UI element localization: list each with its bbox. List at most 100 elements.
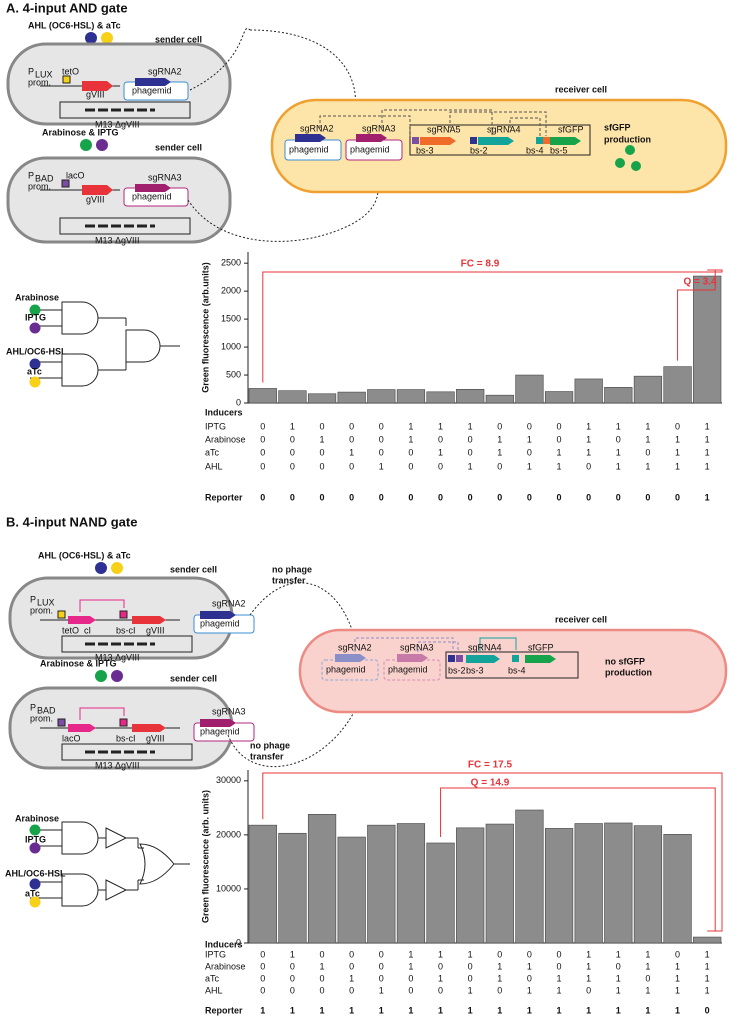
y-tick-label: 20000 xyxy=(216,829,241,839)
label: sgRNA3 xyxy=(362,123,396,133)
y-tick-label: 0 xyxy=(236,397,241,407)
reporter-value: 0 xyxy=(645,492,650,502)
y-axis-label: Green fluorescence (arb.units) xyxy=(200,262,210,393)
label: sgRNA4 xyxy=(468,642,502,652)
inducer-value: 0 xyxy=(497,421,502,431)
y-tick-label: 2000 xyxy=(221,286,241,296)
sender-cell xyxy=(6,156,232,244)
ci-gene xyxy=(68,616,96,624)
bs-box xyxy=(470,137,477,144)
label: LUX xyxy=(35,69,53,79)
inducer-value: 1 xyxy=(497,447,502,457)
repression xyxy=(79,707,125,720)
inducer-value: 1 xyxy=(586,434,591,444)
inducer-value: 0 xyxy=(527,421,532,431)
input-dot xyxy=(29,376,41,388)
sender-cell xyxy=(6,42,232,126)
reporter-value: 1 xyxy=(527,1005,532,1015)
inducer-value: 1 xyxy=(468,421,473,431)
inducer-value: 0 xyxy=(290,461,295,471)
sgrna3-gene xyxy=(135,184,171,192)
y-axis-label: Green fluorescence (arb. units) xyxy=(200,790,210,923)
sgrna5-gene xyxy=(420,137,456,145)
inducer-value: 0 xyxy=(468,447,473,457)
inducer-value: 0 xyxy=(616,434,621,444)
label: bs-4 xyxy=(508,665,526,675)
atc-dot xyxy=(101,32,113,44)
reporter-box xyxy=(445,651,579,679)
label: tetO xyxy=(62,625,79,635)
teto-box xyxy=(57,610,66,619)
label: sender cell xyxy=(170,564,217,574)
label: aTc xyxy=(25,888,40,898)
inducer-value: 1 xyxy=(645,961,650,971)
label: M13 ΔgVIII xyxy=(95,119,140,129)
transfer-arrow xyxy=(187,181,379,242)
label: Arabinose xyxy=(15,292,59,302)
label: P xyxy=(30,594,36,604)
reporter-value: 0 xyxy=(349,492,354,502)
inducer-value: 0 xyxy=(408,973,413,983)
bar xyxy=(367,824,396,944)
inducer-value: 1 xyxy=(497,961,502,971)
input-dot xyxy=(29,824,41,836)
inducer-value: 0 xyxy=(438,461,443,471)
inducer-value: 1 xyxy=(320,434,325,444)
y-tick-label: 500 xyxy=(226,369,241,379)
arabinose-dot xyxy=(95,670,107,682)
label: bs-2 xyxy=(470,145,488,155)
inducer-value: 1 xyxy=(408,949,413,959)
inducer-value: 0 xyxy=(675,421,680,431)
inducer-value: 1 xyxy=(349,447,354,457)
inducer-value: 0 xyxy=(408,447,413,457)
y-tick-label: 1500 xyxy=(221,313,241,323)
inducer-value: 0 xyxy=(290,961,295,971)
ahl-dot xyxy=(85,32,97,44)
inducer-value: 0 xyxy=(320,949,325,959)
label: phagemid xyxy=(200,726,240,736)
label: M13 ΔgVIII xyxy=(95,652,140,662)
fc-label: FC = 17.5 xyxy=(468,760,513,771)
inducer-value: 1 xyxy=(349,973,354,983)
inducer-value: 0 xyxy=(586,461,591,471)
inducer-value: 1 xyxy=(497,434,502,444)
inducer-value: 1 xyxy=(379,985,384,995)
inducer-name: IPTG xyxy=(205,421,226,431)
inducer-value: 0 xyxy=(497,461,502,471)
inducer-value: 0 xyxy=(557,421,562,431)
bar xyxy=(337,391,366,404)
teto-box xyxy=(62,75,71,84)
bar xyxy=(248,388,277,404)
label: gVIII xyxy=(86,194,105,204)
sgrna4-gene xyxy=(478,137,514,145)
label: lacO xyxy=(62,733,81,743)
inducer-value: 1 xyxy=(616,973,621,983)
inducer-name: AHL xyxy=(205,985,223,995)
inducer-value: 1 xyxy=(527,985,532,995)
label: phagemid xyxy=(289,144,329,154)
inducer-value: 0 xyxy=(349,434,354,444)
inducer-value: 1 xyxy=(705,447,710,457)
reporter-value: 1 xyxy=(705,492,710,502)
bs-box xyxy=(512,655,519,662)
bar xyxy=(426,391,455,404)
m13-box xyxy=(59,101,191,119)
inducer-value: 1 xyxy=(645,985,650,995)
inducer-value: 0 xyxy=(349,421,354,431)
inducer-value: 1 xyxy=(438,421,443,431)
reporter-value: 1 xyxy=(557,1005,562,1015)
inducer-value: 1 xyxy=(557,973,562,983)
label: no phage xyxy=(250,740,290,750)
inducer-value: 1 xyxy=(468,985,473,995)
reporter-value: 0 xyxy=(408,492,413,502)
inducer-value: 1 xyxy=(586,961,591,971)
inducer-value: 0 xyxy=(290,985,295,995)
sgrna3-gene xyxy=(356,134,387,142)
reporter-value: 1 xyxy=(675,1005,680,1015)
inducer-value: 0 xyxy=(645,973,650,983)
inducer-value: 0 xyxy=(408,461,413,471)
bar xyxy=(604,822,633,944)
label: production xyxy=(604,134,651,144)
